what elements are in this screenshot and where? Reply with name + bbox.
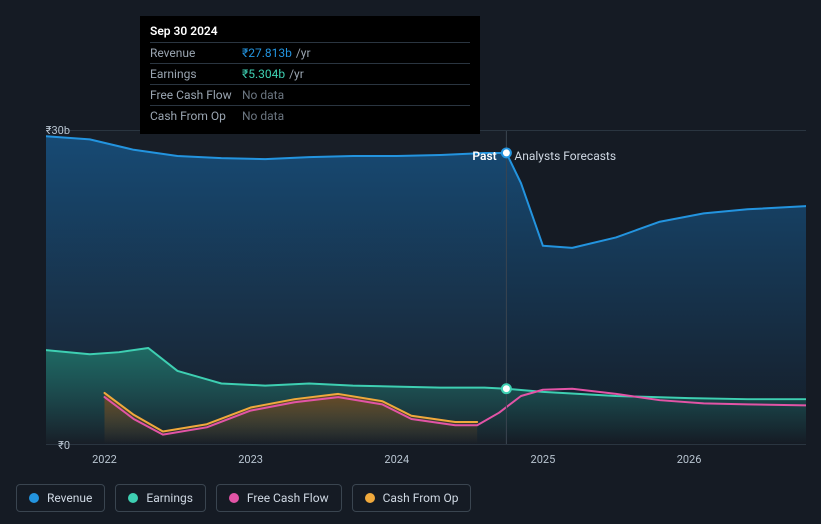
plot-svg [46,131,806,444]
x-axis-label: 2022 [92,453,117,466]
tooltip-row: Earnings₹5.304b/yr [150,63,470,84]
earnings-revenue-chart: ₹30b₹020222023202420252026PastAnalysts F… [16,130,806,445]
legend-swatch [128,493,138,503]
tooltip-rows: Revenue₹27.813b/yrEarnings₹5.304b/yrFree… [150,42,470,126]
tooltip-label: Free Cash Flow [150,88,242,102]
y-axis-label: ₹30b [36,124,70,137]
legend-label: Earnings [146,491,193,505]
tooltip-date: Sep 30 2024 [150,24,470,38]
legend-item-fcf[interactable]: Free Cash Flow [216,484,342,512]
tooltip-row: Revenue₹27.813b/yr [150,42,470,63]
x-axis-label: 2025 [531,453,556,466]
x-axis-label: 2023 [238,453,263,466]
plot-area: ₹30b₹020222023202420252026PastAnalysts F… [46,130,806,445]
tooltip-label: Revenue [150,46,242,60]
tooltip-suffix: /yr [296,46,311,60]
legend: Revenue Earnings Free Cash Flow Cash From O… [16,484,471,512]
tooltip-row: Cash From OpNo data [150,105,470,126]
tooltip-value: ₹27.813b [242,46,292,60]
legend-item-revenue[interactable]: Revenue [16,484,105,512]
legend-swatch [365,493,375,503]
tooltip-value: No data [242,109,284,123]
legend-swatch [29,493,39,503]
y-axis-label: ₹0 [36,439,70,452]
tooltip-label: Earnings [150,67,242,81]
tooltip-value: No data [242,88,284,102]
x-axis-label: 2026 [677,453,702,466]
x-axis-label: 2024 [384,453,409,466]
tooltip-value: ₹5.304b [242,67,285,81]
legend-label: Cash From Op [383,491,459,505]
legend-label: Free Cash Flow [247,491,329,505]
past-label: Past [472,149,496,163]
legend-swatch [229,493,239,503]
tooltip-row: Free Cash FlowNo data [150,84,470,105]
chart-tooltip: Sep 30 2024 Revenue₹27.813b/yrEarnings₹5… [140,16,480,134]
legend-label: Revenue [47,491,92,505]
legend-item-earnings[interactable]: Earnings [115,484,206,512]
legend-item-cfo[interactable]: Cash From Op [352,484,472,512]
tooltip-suffix: /yr [289,67,304,81]
tooltip-label: Cash From Op [150,109,242,123]
forecast-label: Analysts Forecasts [514,149,616,163]
